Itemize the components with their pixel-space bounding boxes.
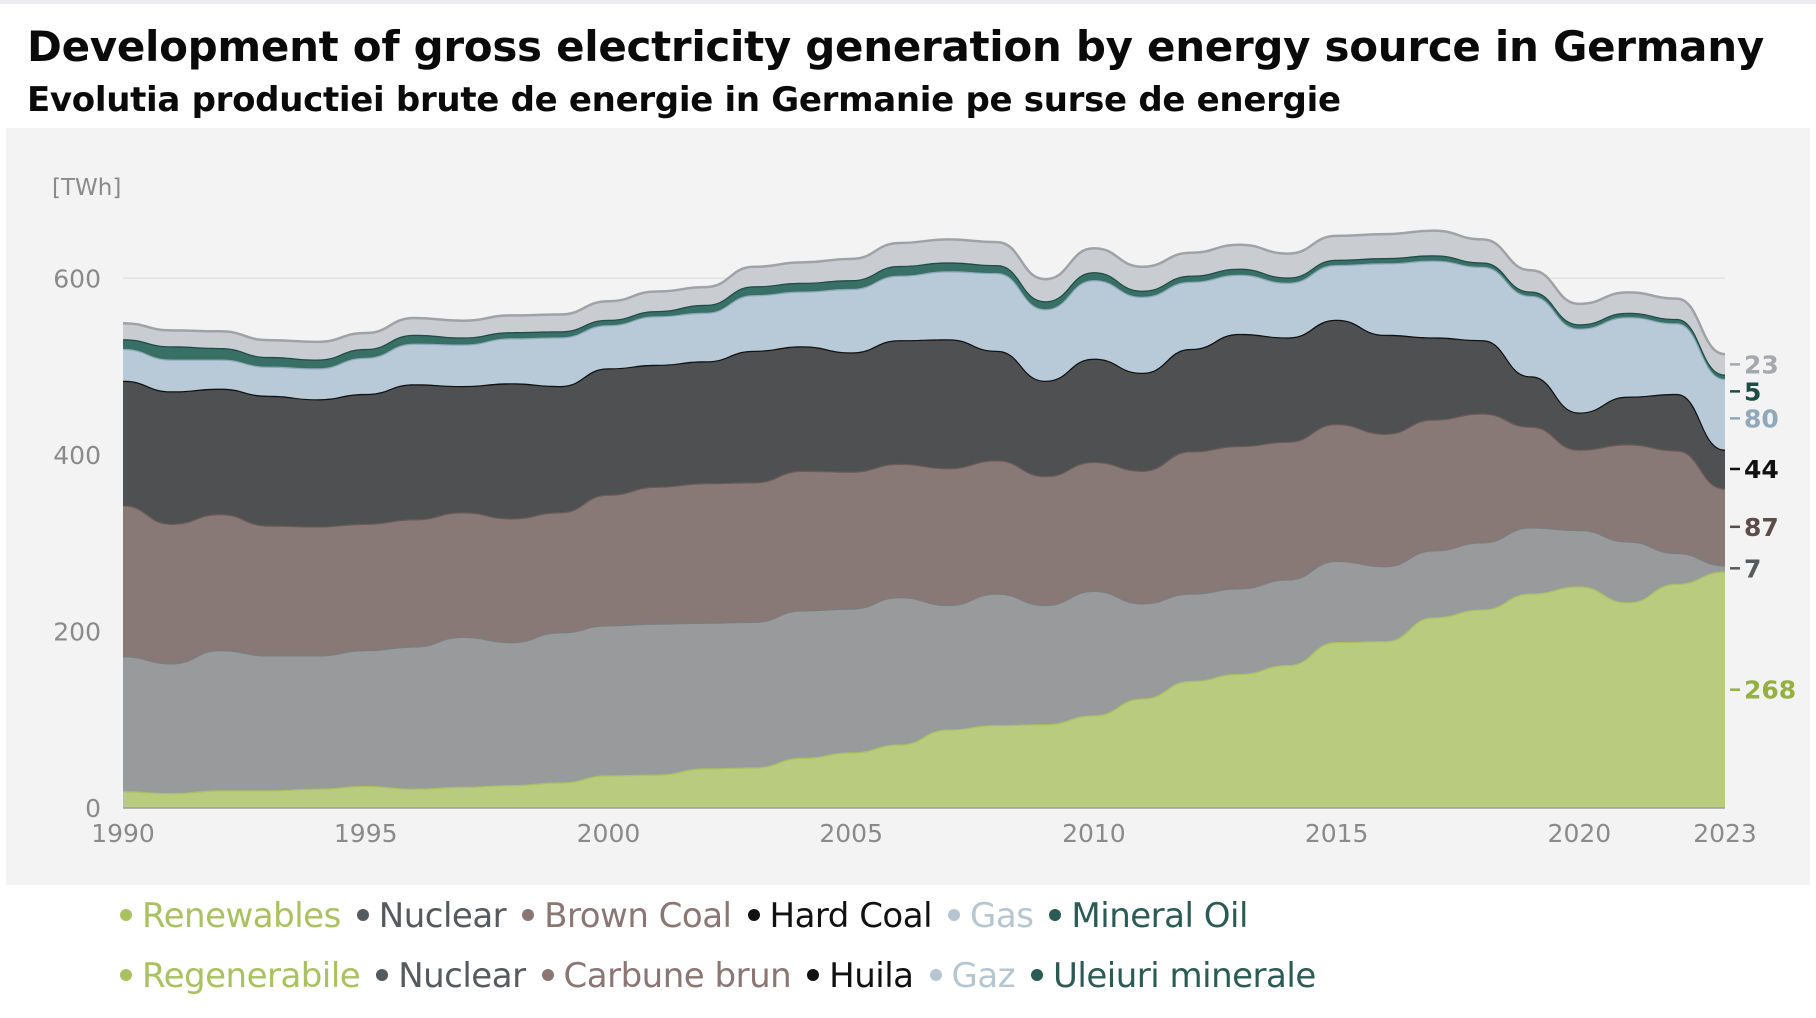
legend-item: Renewables <box>120 896 341 936</box>
y-tick-label: 600 <box>53 264 101 293</box>
legend-dot-icon <box>522 908 535 921</box>
area-gas <box>123 260 1725 450</box>
x-tick-label: 1990 <box>91 819 155 848</box>
y-tick-label: 400 <box>53 441 101 470</box>
legend-item: Hard Coal <box>747 896 933 936</box>
x-tick-label: 2000 <box>577 819 641 848</box>
end-label-brown-coal: 87 <box>1744 513 1779 542</box>
legend-dot-icon <box>1031 968 1044 981</box>
end-label-hard-coal: 44 <box>1744 455 1779 484</box>
legend-dot-icon <box>1049 908 1062 921</box>
x-tick-label: 2010 <box>1062 819 1126 848</box>
legend-romanian: Regenerabile Nuclear Carbune brun Huila Gaz U… <box>120 956 1332 996</box>
legend-label: Gas <box>970 896 1034 936</box>
legend-item: Gaz <box>929 956 1016 996</box>
legend-item: Regenerabile <box>120 956 361 996</box>
x-tick-label: 2023 <box>1693 819 1757 848</box>
legend-item: Mineral Oil <box>1049 896 1248 936</box>
legend-label: Hard Coal <box>769 896 933 936</box>
legend-dot-icon <box>120 908 132 921</box>
area-nuclear <box>123 527 1725 793</box>
chart-title: Development of gross electricity generat… <box>27 22 1764 71</box>
legend-dot-icon <box>807 968 820 981</box>
line-other <box>122 229 1726 356</box>
legend-dot-icon <box>356 908 369 921</box>
y-tick-label: 0 <box>85 794 101 823</box>
legend-item: Nuclear <box>376 956 526 996</box>
area-renewables <box>123 571 1725 808</box>
legend-english: Renewables Nuclear Brown Coal Hard Coal Gas M… <box>120 896 1264 936</box>
end-label-gas: 80 <box>1744 404 1779 433</box>
legend-label: Nuclear <box>378 896 507 936</box>
end-label-mineral-oil: 5 <box>1744 377 1761 406</box>
legend-dot-icon <box>948 908 961 921</box>
area-brown-coal <box>123 413 1725 664</box>
legend-dot-icon <box>376 968 389 981</box>
legend-label: Gaz <box>951 956 1016 996</box>
x-tick-label: 2020 <box>1548 819 1612 848</box>
legend-item: Brown Coal <box>522 896 732 936</box>
legend-label: Nuclear <box>398 956 526 996</box>
legend-label: Huila <box>829 956 914 996</box>
legend-dot-icon <box>541 968 554 981</box>
end-label-other: 23 <box>1744 350 1779 379</box>
legend-item: Gas <box>948 896 1034 936</box>
legend-label: Carbune brun <box>563 956 792 996</box>
end-label-nuclear: 7 <box>1744 554 1761 583</box>
chart-subtitle: Evolutia productiei brute de energie in … <box>27 80 1341 120</box>
legend-item: Carbune brun <box>541 956 792 996</box>
top-border <box>0 0 1816 4</box>
legend-label: Mineral Oil <box>1071 896 1248 936</box>
legend-label: Uleiuri minerale <box>1053 956 1316 996</box>
area-other <box>123 230 1725 375</box>
legend-label: Regenerabile <box>142 956 361 996</box>
x-tick-label: 1995 <box>334 819 398 848</box>
legend-dot-icon <box>929 968 942 981</box>
legend-item: Nuclear <box>356 896 507 936</box>
x-tick-label: 2015 <box>1305 819 1369 848</box>
legend-item: Uleiuri minerale <box>1031 956 1316 996</box>
legend-label: Brown Coal <box>544 896 732 936</box>
legend-dot-icon <box>120 968 132 981</box>
x-tick-label: 2005 <box>819 819 883 848</box>
legend-dot-icon <box>747 908 760 921</box>
legend-label: Renewables <box>142 896 341 936</box>
area-mineral-oil <box>123 255 1725 379</box>
y-tick-label: 200 <box>53 617 101 646</box>
y-axis-label: [TWh] <box>52 175 121 201</box>
end-label-renewables: 268 <box>1744 676 1796 705</box>
legend-item: Huila <box>807 956 914 996</box>
area-hard-coal <box>123 319 1725 527</box>
